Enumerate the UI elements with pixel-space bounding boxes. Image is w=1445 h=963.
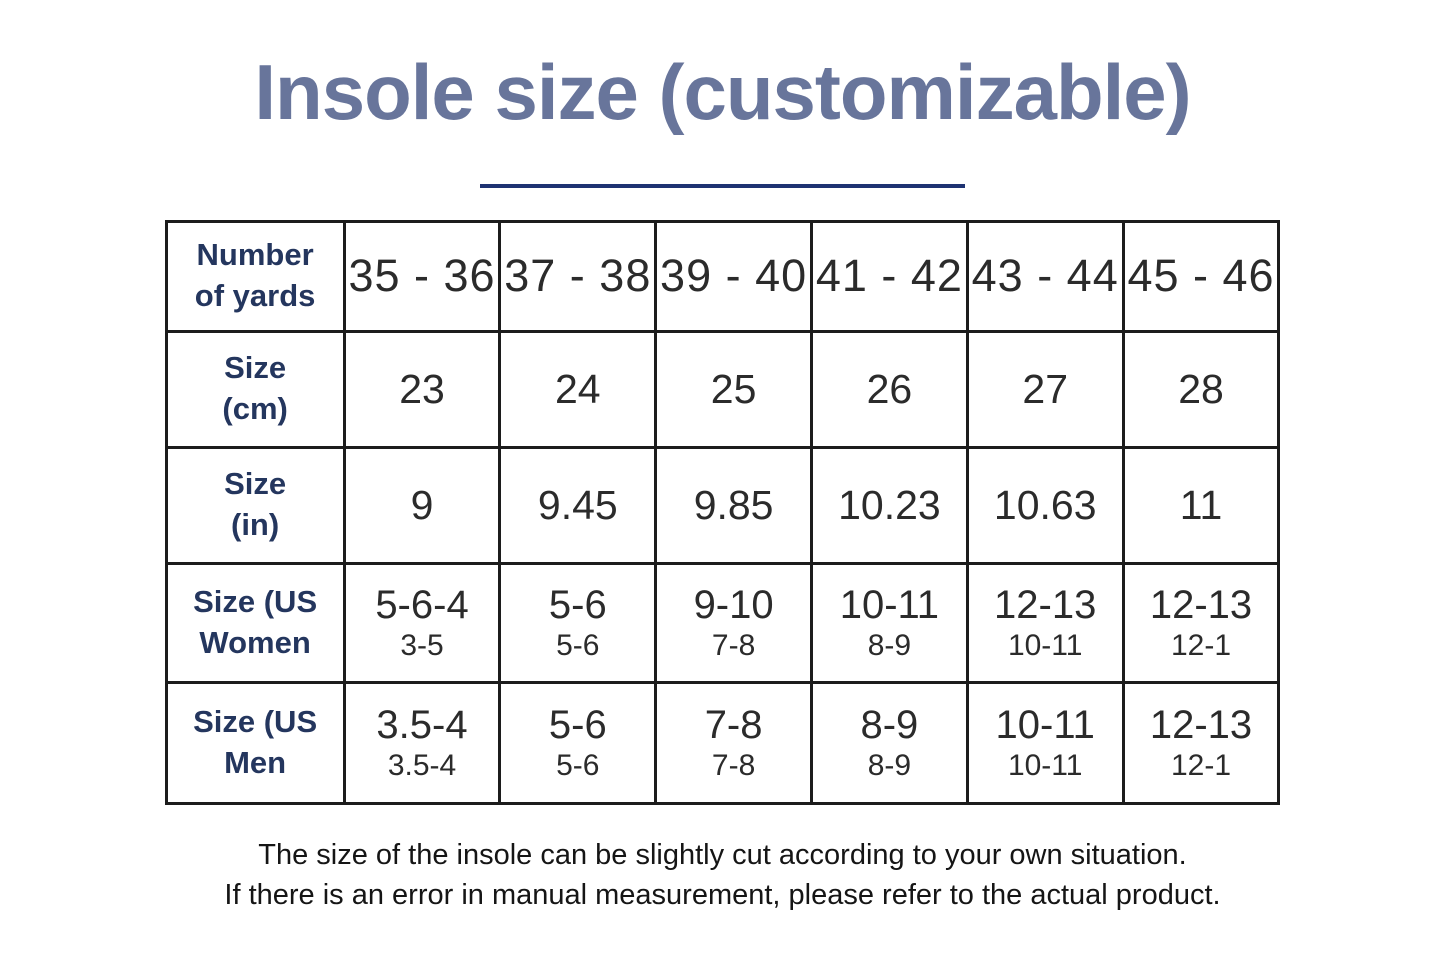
size-value-main: 3.5-4 [376,702,468,747]
row-label-line: Size (US [193,583,318,619]
size-value-main: 12-13 [994,582,1097,627]
size-value-cell: 9 [342,445,502,565]
size-value-sub: 12-1 [1170,748,1232,782]
size-value-cell: 12-13 10-11 [965,561,1125,684]
size-value-sub: 5-6 [556,628,600,662]
row-label-line: Size (US [193,703,318,739]
size-value-cell: 12-13 12-1 [1121,680,1281,805]
size-value-main: 5-6 [548,702,607,747]
row-label-cell: Size (US Women [164,561,346,684]
footer-note: The size of the insole can be slightly c… [224,835,1220,916]
row-label-line: of yards [194,278,316,314]
column-header-cell: 45 - 46 [1121,219,1281,333]
size-value-cell: 10-11 10-11 [965,680,1125,805]
size-value-cell: 5-6 5-6 [498,680,658,805]
size-value-cell: 10-11 8-9 [810,561,969,684]
size-value-cell: 23 [342,329,502,449]
size-value-cell: 5-6 5-6 [498,561,658,684]
table-row-size-us-men: Size (US Men 3.5-4 3.5-4 5-6 5-6 7-8 7-8… [164,680,1281,805]
size-value-cell: 8-9 8-9 [810,680,969,805]
size-value-cell: 5-6-4 3-5 [342,561,502,684]
row-label-line: (cm) [222,391,288,427]
size-value-main: 8-9 [860,702,919,747]
table-row-size-in: Size (in) 9 9.45 9.85 10.23 10.63 11 [164,445,1281,565]
size-value-sub: 8-9 [867,748,912,782]
size-value-cell: 10.63 [965,445,1125,565]
size-value-cell: 12-13 12-1 [1121,561,1281,684]
table-row-size-cm: Size (cm) 23 24 25 26 27 28 [164,329,1281,449]
size-value-sub: 8-9 [867,628,912,662]
size-value-sub: 12-1 [1170,628,1232,662]
size-value-main: 10-11 [839,582,940,627]
size-value-sub: 5-6 [556,748,600,782]
size-value-cell: 9.85 [654,445,813,565]
size-value-cell: 9-10 7-8 [654,561,813,684]
size-value-cell: 7-8 7-8 [654,680,813,805]
size-value-cell: 9.45 [498,445,658,565]
footer-note-line2: If there is an error in manual measureme… [224,879,1221,912]
size-value-cell: 3.5-4 3.5-4 [342,680,502,805]
footer-note-line1: The size of the insole can be slightly c… [258,838,1187,871]
column-header-cell: 35 - 36 [342,219,502,333]
size-value-sub: 3-5 [400,628,444,662]
size-value-cell: 24 [498,329,658,449]
size-value-cell: 27 [965,329,1125,449]
size-value-sub: 3.5-4 [387,748,457,782]
size-value-sub: 10-11 [1007,748,1083,782]
page-title: Insole size (customizable) [254,48,1191,136]
column-header-cell: 39 - 40 [654,219,813,333]
table-row-yards: Number of yards 35 - 36 37 - 38 39 - 40 … [164,219,1281,333]
size-value-sub: 7-8 [711,628,756,662]
row-label-line: Size [224,350,287,386]
size-value-main: 7-8 [704,702,763,747]
size-value-cell: 26 [810,329,969,449]
table-row-size-us-women: Size (US Women 5-6-4 3-5 5-6 5-6 9-10 7-… [164,561,1281,684]
size-value-main: 10-11 [995,702,1095,747]
row-label-cell: Number of yards [164,219,346,333]
size-value-cell: 10.23 [810,445,969,565]
row-label-line: (in) [231,507,280,543]
column-header-cell: 37 - 38 [498,219,658,333]
size-value-main: 5-6-4 [375,582,469,627]
size-table: Number of yards 35 - 36 37 - 38 39 - 40 … [164,219,1281,805]
size-value-main: 9-10 [693,582,774,627]
size-value-cell: 11 [1121,445,1281,565]
row-label-cell: Size (in) [164,445,346,565]
size-value-cell: 28 [1121,329,1281,449]
row-label-line: Women [199,624,311,660]
size-value-main: 5-6 [548,582,607,627]
size-value-main: 12-13 [1149,702,1253,747]
row-label-line: Size [224,466,287,502]
row-label-cell: Size (US Men [164,680,346,805]
size-value-main: 12-13 [1149,582,1253,627]
row-label-line: Number [196,237,314,273]
column-header-cell: 43 - 44 [965,219,1125,333]
size-value-sub: 7-8 [711,748,756,782]
row-label-line: Men [224,744,287,780]
size-value-cell: 25 [654,329,813,449]
size-value-sub: 10-11 [1007,628,1083,662]
column-header-cell: 41 - 42 [810,219,969,333]
row-label-cell: Size (cm) [164,329,346,449]
title-underline [480,183,965,188]
